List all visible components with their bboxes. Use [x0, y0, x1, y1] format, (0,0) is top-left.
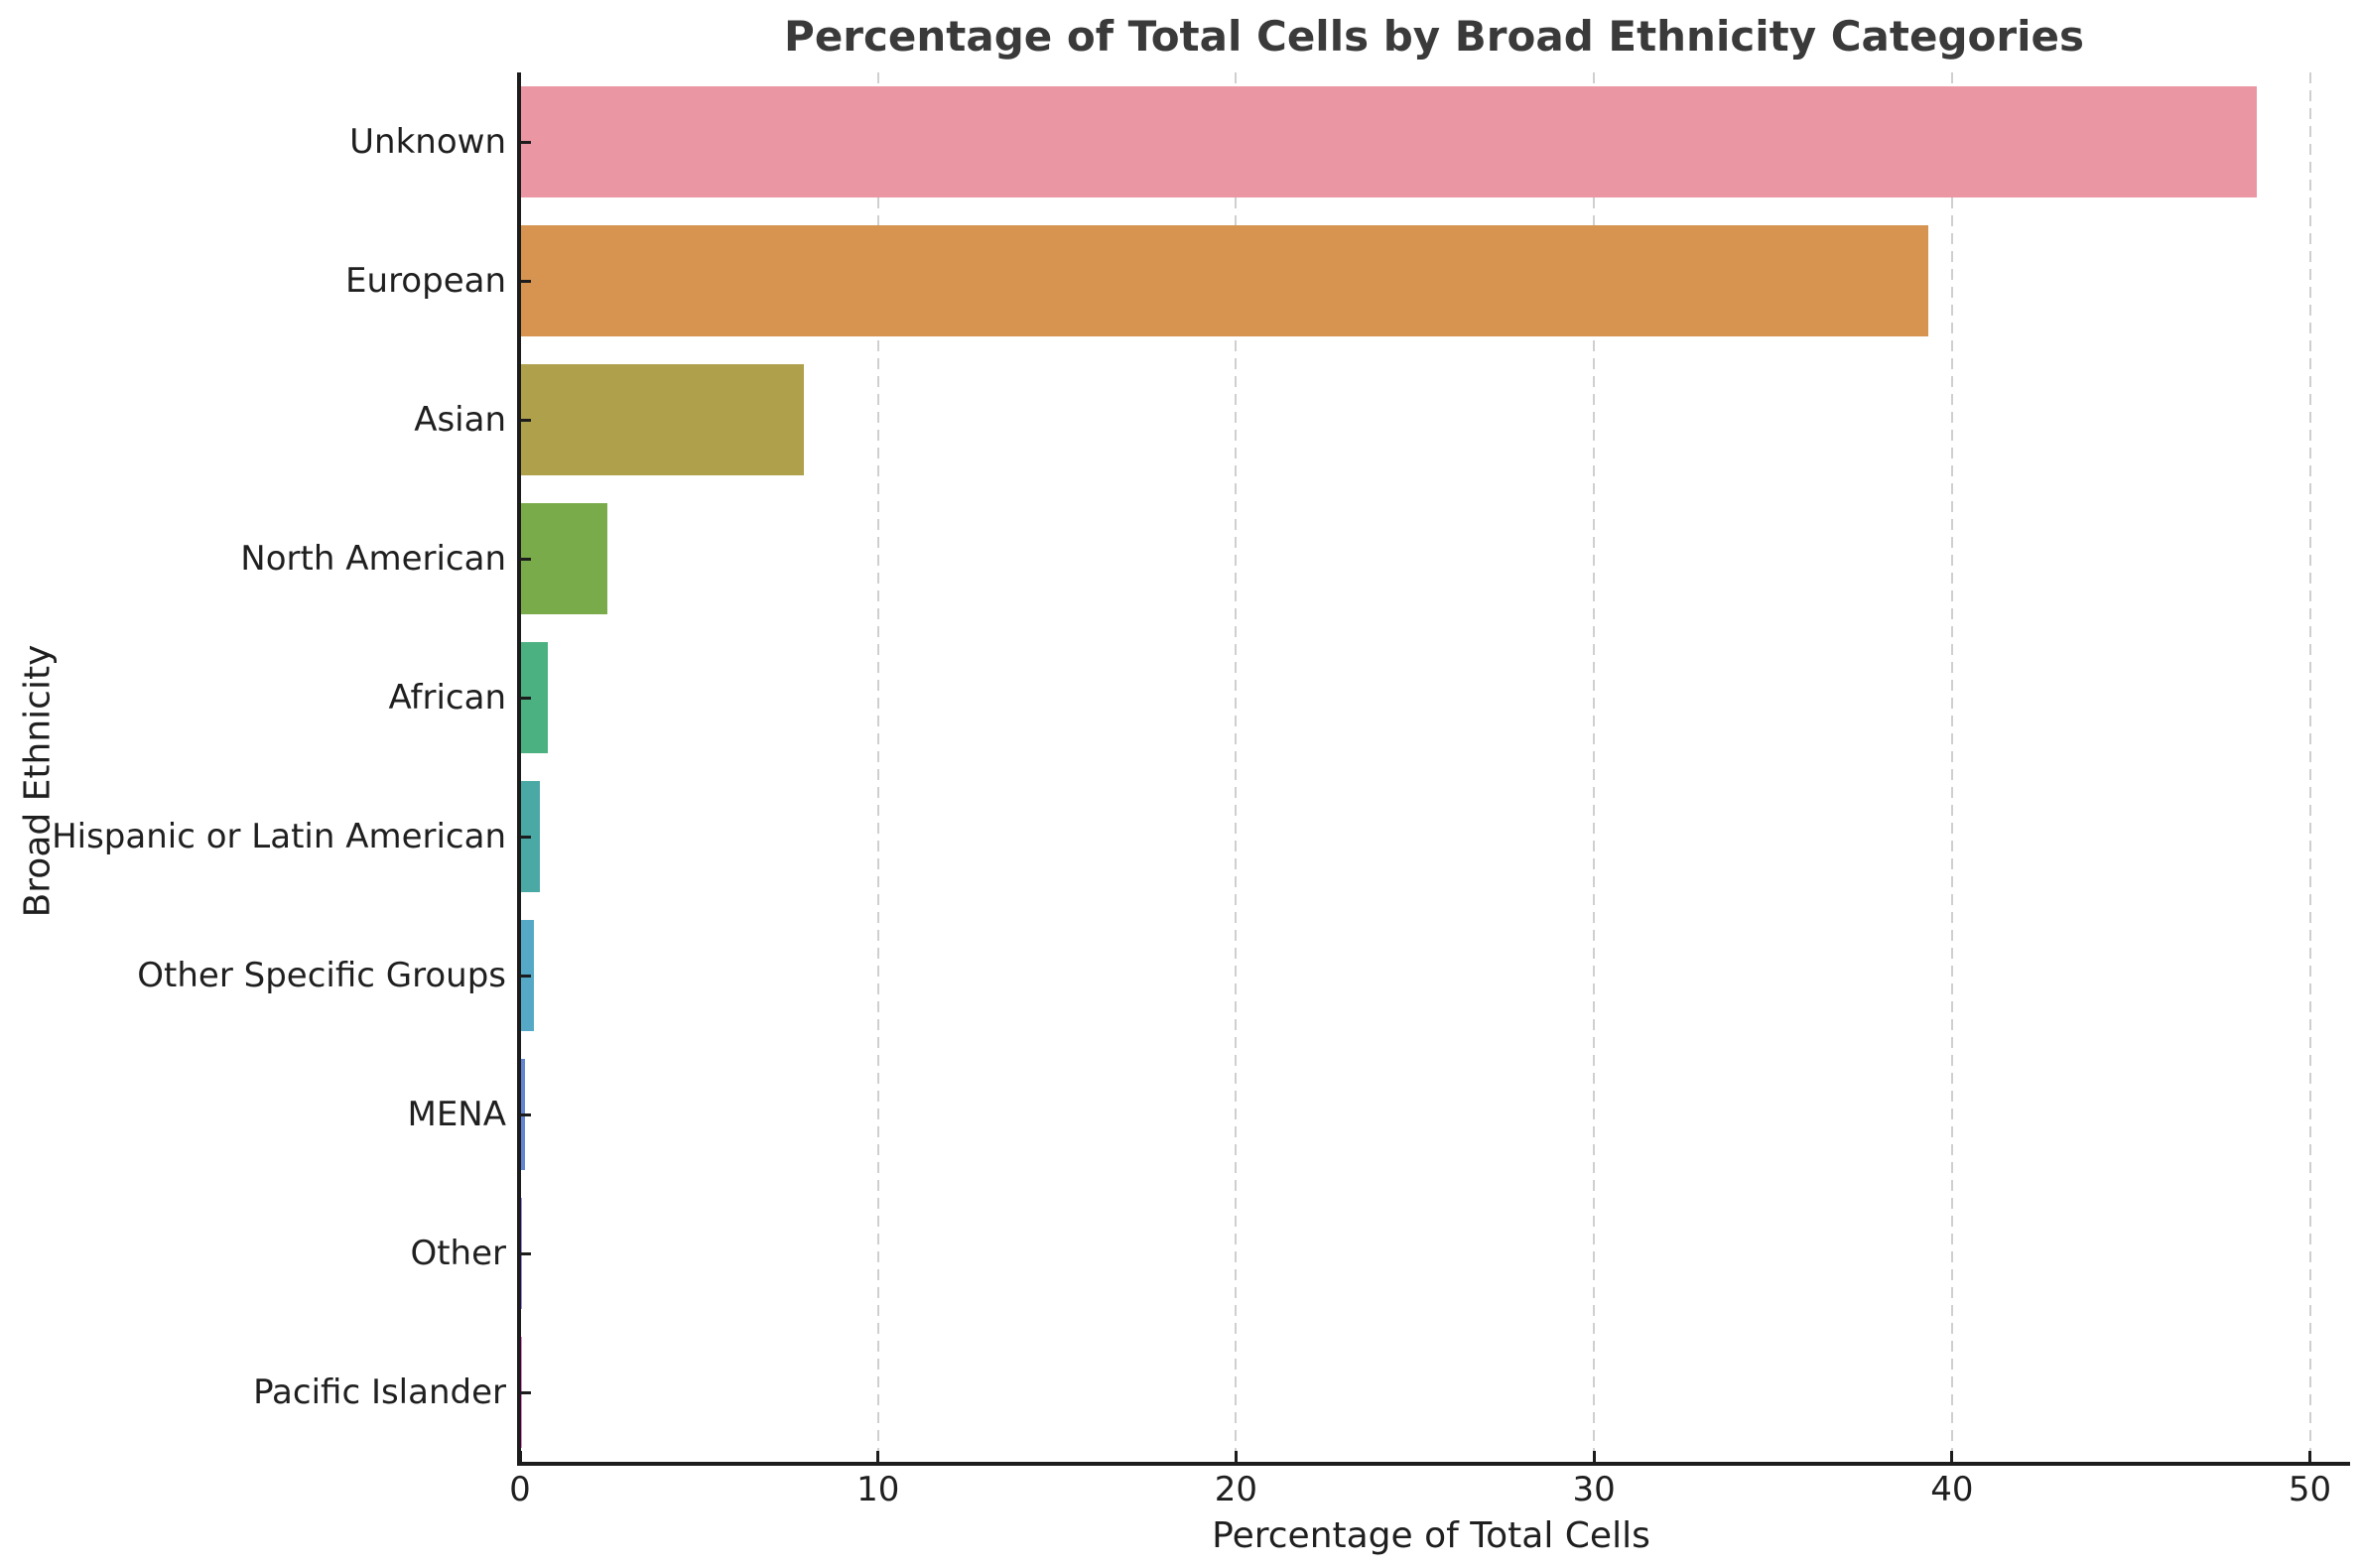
category-label-mena: MENA	[407, 1095, 506, 1134]
bar-asian	[521, 364, 804, 475]
y-tick-other-specific-groups	[520, 974, 531, 978]
y-tick-unknown	[520, 140, 531, 144]
x-tick-label-0: 0	[509, 1470, 531, 1509]
y-tick-other	[520, 1251, 531, 1255]
x-tick-30	[1592, 1451, 1596, 1462]
x-tick-0	[518, 1451, 522, 1462]
chart-title: Percentage of Total Cells by Broad Ethni…	[784, 12, 2084, 61]
x-tick-10	[876, 1451, 880, 1462]
gridline-30	[1593, 72, 1596, 1462]
x-tick-20	[1234, 1451, 1238, 1462]
category-label-other: Other	[410, 1234, 506, 1273]
category-label-asian: Asian	[414, 400, 506, 440]
x-tick-label-10: 10	[856, 1470, 900, 1509]
y-tick-hispanic-or-latin-american	[520, 835, 531, 839]
category-label-african: African	[388, 678, 506, 718]
x-tick-50	[2308, 1451, 2312, 1462]
gridline-10	[876, 72, 879, 1462]
y-tick-north-american	[520, 557, 531, 561]
y-tick-asian	[520, 418, 531, 422]
x-tick-label-20: 20	[1214, 1470, 1258, 1509]
category-label-hispanic-or-latin-american: Hispanic or Latin American	[52, 817, 506, 856]
x-tick-label-40: 40	[1930, 1470, 1974, 1509]
category-label-other-specific-groups: Other Specific Groups	[137, 956, 506, 995]
y-axis-label: Broad Ethnicity	[17, 644, 59, 918]
category-label-pacific-islander: Pacific Islander	[253, 1372, 506, 1412]
gridline-50	[2308, 72, 2311, 1462]
y-tick-mena	[520, 1112, 531, 1116]
y-axis-spine	[517, 72, 521, 1466]
x-tick-40	[1950, 1451, 1954, 1462]
category-label-european: European	[345, 261, 506, 301]
bar-north-american	[521, 503, 607, 614]
category-label-unknown: Unknown	[349, 122, 506, 162]
gridline-20	[1235, 72, 1238, 1462]
bar-european	[521, 225, 1928, 336]
y-tick-pacific-islander	[520, 1390, 531, 1394]
x-axis-label: Percentage of Total Cells	[1212, 1515, 1650, 1556]
x-tick-label-30: 30	[1572, 1470, 1616, 1509]
gridline-40	[1950, 72, 1953, 1462]
bar-unknown	[521, 86, 2258, 197]
x-tick-label-50: 50	[2288, 1470, 2332, 1509]
x-axis-spine	[517, 1462, 2350, 1466]
y-tick-african	[520, 696, 531, 700]
category-label-north-american: North American	[240, 539, 506, 579]
y-tick-european	[520, 279, 531, 283]
